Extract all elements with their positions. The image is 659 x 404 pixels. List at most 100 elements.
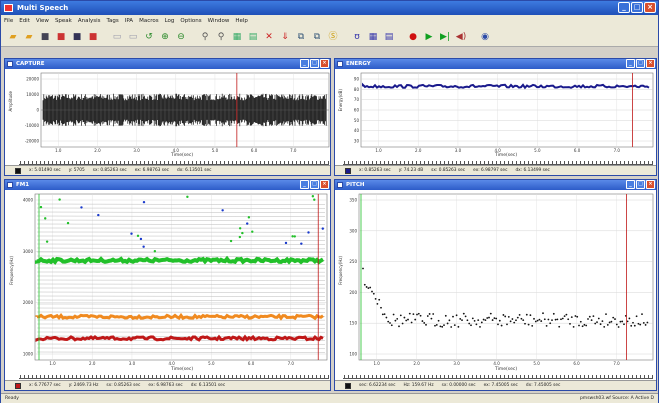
pitch-point (589, 316, 591, 318)
menu-window[interactable]: Window (208, 18, 230, 24)
pitch-point (474, 320, 476, 322)
pitch-point (558, 326, 560, 328)
status-x: sec: 6.62234 sec (359, 383, 395, 388)
select-icon[interactable]: ▦ (231, 31, 243, 43)
merge-icon[interactable]: ⧉ (295, 31, 307, 43)
plot-frame (35, 194, 327, 360)
pitch-point (576, 316, 578, 318)
status-dx: dx: 6.13501 sec (191, 383, 225, 388)
panel-close-button[interactable]: × (320, 180, 329, 189)
menu-macros[interactable]: Macros (139, 18, 159, 24)
pitch-point (472, 318, 474, 320)
menu-file[interactable]: File (4, 18, 13, 24)
status-sx: sx: 0.85263 sec (431, 168, 465, 173)
pitch-point (470, 324, 472, 326)
play-step-icon[interactable]: ▶| (439, 31, 451, 43)
pitch-point (535, 321, 537, 323)
menu-speak[interactable]: Speak (55, 18, 72, 24)
maximize-button[interactable]: □ (631, 2, 643, 13)
delete-icon[interactable]: ✕ (263, 31, 275, 43)
menu-tags[interactable]: Tags (107, 18, 119, 24)
split-icon[interactable]: ⇓ (279, 31, 291, 43)
panel-minimize-button[interactable]: _ (626, 180, 635, 189)
zoom-out-icon[interactable]: ⊖ (175, 31, 187, 43)
copy-icon[interactable]: ■ (71, 31, 83, 43)
pitch-status: sec: 6.62234 sec Hz: 159.67 Hz sx: 0.000… (335, 380, 656, 390)
open-icon[interactable]: ▰ (7, 31, 19, 43)
x-tick-label: 4.0 (168, 361, 175, 366)
spectrogram-icon[interactable]: ʊ (351, 31, 363, 43)
close-button[interactable]: × (644, 2, 656, 13)
panel-minimize-button[interactable]: _ (300, 180, 309, 189)
record-red-icon[interactable]: ● (407, 31, 419, 43)
panel-close-button[interactable]: × (646, 59, 655, 68)
menu-edit[interactable]: Edit (19, 18, 30, 24)
pitch-point (616, 324, 618, 326)
pitch-point (425, 324, 427, 326)
duplicate-icon[interactable]: ⧉ (311, 31, 323, 43)
panel-maximize-button[interactable]: □ (636, 59, 645, 68)
rotate-icon[interactable]: ↺ (143, 31, 155, 43)
outlier-point (46, 240, 48, 242)
x-axis-label: Time(sec) (171, 153, 193, 158)
pitch-point (647, 322, 649, 324)
pitch-point (449, 319, 451, 321)
record-icon[interactable]: ■ (39, 31, 51, 43)
time-ruler[interactable] (19, 373, 329, 379)
pitch-point (373, 293, 375, 295)
pitch-point (585, 325, 587, 327)
paste-icon[interactable]: ■ (87, 31, 99, 43)
help-icon[interactable]: ◉ (479, 31, 491, 43)
panel-maximize-button[interactable]: □ (636, 180, 645, 189)
panel-maximize-button[interactable]: □ (310, 180, 319, 189)
undo-icon[interactable]: ▭ (111, 31, 123, 43)
panel-minimize-button[interactable]: _ (300, 59, 309, 68)
panel-maximize-button[interactable]: □ (310, 59, 319, 68)
menu-analysis[interactable]: Analysis (78, 18, 101, 24)
grid-icon[interactable]: ▦ (367, 31, 379, 43)
pitch-point (557, 318, 559, 320)
minimize-button[interactable]: _ (618, 2, 630, 13)
cut-icon[interactable]: ▤ (247, 31, 259, 43)
pitch-point (584, 324, 586, 326)
speaker-icon[interactable]: ◀) (455, 31, 467, 43)
zoom-in-icon[interactable]: ⊕ (159, 31, 171, 43)
menu-view[interactable]: View (36, 18, 49, 24)
pitch-point (623, 323, 625, 325)
menu-log[interactable]: Log (165, 18, 175, 24)
menu-help[interactable]: Help (235, 18, 248, 24)
x-tick-label: 6.0 (251, 148, 258, 153)
outlier-point (294, 235, 296, 237)
pitch-point (497, 323, 499, 325)
play-green-icon[interactable]: ▶ (423, 31, 435, 43)
menu-options[interactable]: Options (180, 18, 201, 24)
pitch-point (508, 316, 510, 318)
magnify-icon[interactable]: ⚲ (199, 31, 211, 43)
redo-icon[interactable]: ▭ (127, 31, 139, 43)
magnify-minus-icon[interactable]: ⚲ (215, 31, 227, 43)
panel-close-button[interactable]: × (320, 59, 329, 68)
y-axis-label: Energy(dB) (338, 89, 343, 111)
pitch-point (490, 313, 492, 315)
x-tick-label: 3.0 (133, 148, 140, 153)
panel-minimize-button[interactable]: _ (626, 59, 635, 68)
pitch-point (531, 325, 533, 327)
pitch-point (551, 319, 553, 321)
pitch-point (371, 291, 373, 293)
pitch-point (468, 323, 470, 325)
y-tick-label: 1000 (23, 352, 34, 357)
y-tick-label: 3000 (23, 249, 34, 254)
menu-ipa[interactable]: IPA (125, 18, 133, 24)
settings-icon[interactable]: Ⓢ (327, 31, 339, 43)
energy-status: x: 0.85263 sec y: 74.23 dB sx: 0.85263 s… (335, 165, 656, 175)
play-icon[interactable]: ■ (55, 31, 67, 43)
save-icon[interactable]: ▰ (23, 31, 35, 43)
panel-close-button[interactable]: × (646, 180, 655, 189)
time-ruler[interactable] (343, 373, 653, 379)
table-icon[interactable]: ▤ (383, 31, 395, 43)
